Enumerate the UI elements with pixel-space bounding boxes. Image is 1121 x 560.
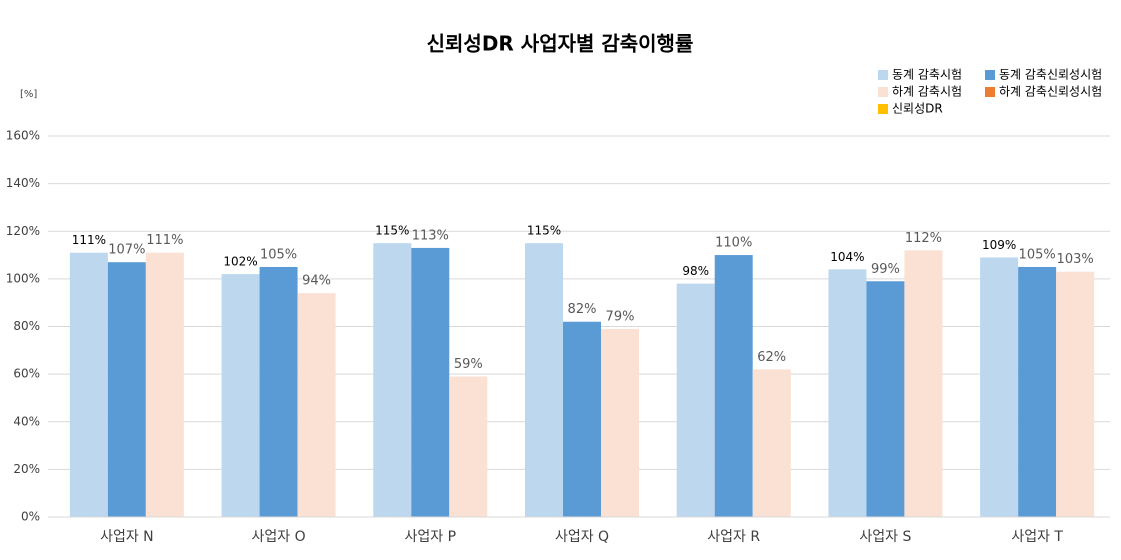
y-tick-label: 160% bbox=[6, 129, 40, 143]
bar bbox=[411, 247, 450, 517]
data-label: 99% bbox=[871, 262, 900, 277]
bar bbox=[714, 255, 753, 517]
data-label: 109% bbox=[982, 238, 1016, 252]
data-label: 103% bbox=[1057, 252, 1094, 267]
bar bbox=[563, 321, 601, 517]
bar bbox=[449, 376, 488, 517]
bar bbox=[980, 257, 1019, 517]
legend-swatch bbox=[878, 104, 888, 114]
x-tick-label: 사업자 R bbox=[707, 529, 760, 545]
legend-swatch bbox=[878, 87, 888, 97]
bar bbox=[297, 293, 336, 517]
x-tick-label: 사업자 Q bbox=[555, 529, 609, 545]
legend-swatch bbox=[985, 70, 995, 80]
data-label: 110% bbox=[715, 236, 752, 251]
bar bbox=[601, 328, 639, 517]
y-unit: [%] bbox=[20, 89, 37, 100]
data-label: 107% bbox=[108, 243, 145, 258]
legend-swatch bbox=[878, 70, 888, 80]
legend-label: 동계 감축신뢰성시험 bbox=[999, 68, 1102, 82]
y-tick-label: 40% bbox=[13, 414, 40, 428]
legend-label: 하계 감축시험 bbox=[892, 85, 962, 99]
bar bbox=[904, 250, 943, 518]
data-label: 115% bbox=[375, 224, 409, 238]
data-label: 115% bbox=[527, 224, 561, 238]
bar bbox=[866, 281, 905, 517]
data-label: 112% bbox=[905, 231, 942, 246]
x-tick-label: 사업자 O bbox=[252, 529, 306, 545]
bar bbox=[1018, 266, 1057, 517]
y-tick-label: 20% bbox=[13, 462, 40, 476]
data-label: 102% bbox=[223, 255, 257, 269]
bar bbox=[373, 243, 412, 517]
bar bbox=[828, 269, 867, 517]
y-tick-label: 140% bbox=[6, 176, 40, 190]
bar bbox=[69, 252, 108, 517]
x-tick-label: 사업자 P bbox=[405, 529, 457, 545]
data-label: 62% bbox=[757, 350, 786, 365]
legend-label: 하계 감축신뢰성시험 bbox=[999, 85, 1102, 99]
legend-label: 동계 감축시험 bbox=[892, 68, 962, 82]
legend-label: 신뢰성DR bbox=[892, 102, 943, 116]
bar bbox=[221, 274, 260, 517]
data-label: 98% bbox=[682, 264, 709, 278]
bar bbox=[1056, 271, 1095, 517]
data-label: 79% bbox=[606, 309, 635, 324]
data-label: 111% bbox=[146, 233, 183, 248]
bar bbox=[107, 262, 146, 517]
y-tick-label: 120% bbox=[6, 224, 40, 238]
y-tick-label: 100% bbox=[6, 271, 40, 285]
data-label: 105% bbox=[1019, 247, 1056, 262]
data-label: 94% bbox=[302, 274, 331, 289]
x-tick-label: 사업자 T bbox=[1011, 529, 1063, 545]
y-tick-label: 80% bbox=[13, 319, 40, 333]
data-label: 105% bbox=[260, 247, 297, 262]
y-tick-label: 60% bbox=[13, 367, 40, 381]
data-label: 82% bbox=[568, 302, 597, 317]
data-label: 59% bbox=[454, 357, 483, 372]
bar bbox=[259, 266, 298, 517]
bar bbox=[752, 369, 791, 517]
data-label: 111% bbox=[72, 233, 106, 247]
data-label: 104% bbox=[830, 250, 864, 264]
chart-title: 신뢰성DR 사업자별 감축이행률 bbox=[427, 32, 694, 56]
bar bbox=[525, 243, 563, 517]
data-label: 113% bbox=[412, 228, 449, 243]
y-tick-label: 0% bbox=[21, 510, 40, 524]
legend-swatch bbox=[985, 87, 995, 97]
bar bbox=[676, 283, 715, 517]
x-tick-label: 사업자 S bbox=[859, 529, 911, 545]
x-tick-label: 사업자 N bbox=[100, 529, 154, 545]
bar bbox=[145, 252, 184, 517]
